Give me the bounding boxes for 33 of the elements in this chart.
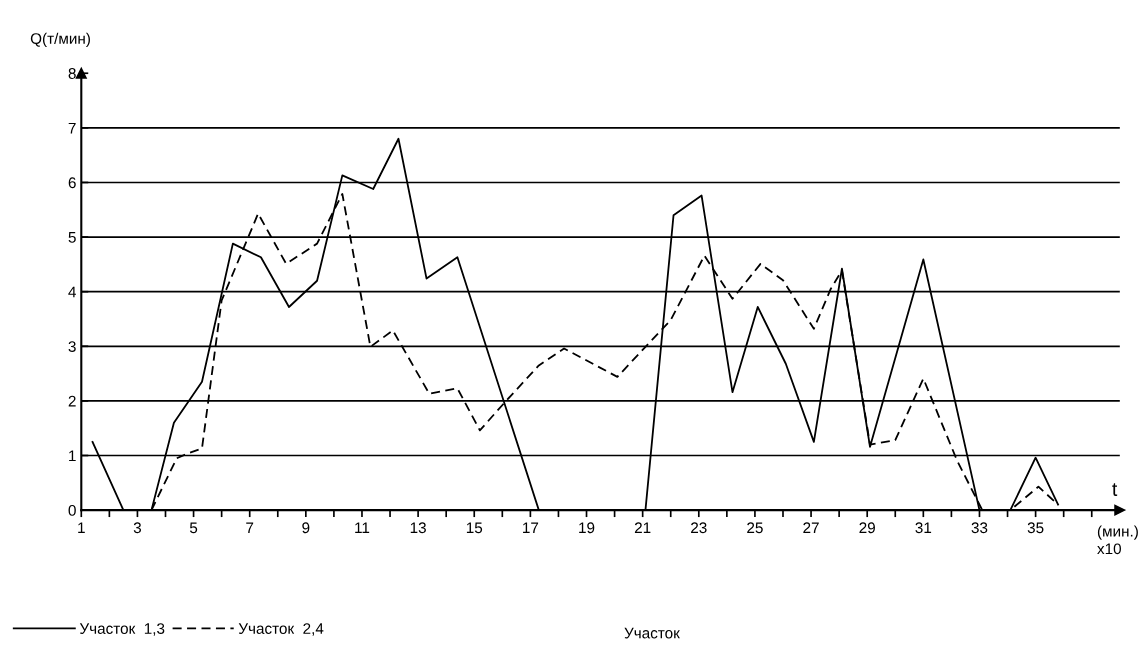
x-axis-title: t bbox=[1112, 483, 1118, 496]
x-tick-label: 7 bbox=[246, 522, 254, 533]
x-tick-label: 35 bbox=[1027, 522, 1044, 534]
x-tick-label: 1 bbox=[78, 522, 85, 533]
text: (мин.) x10 bbox=[1097, 525, 1138, 555]
y-tick-label: 6 bbox=[68, 177, 76, 189]
x-tick-label: 27 bbox=[803, 522, 819, 533]
x-tick-label: 3 bbox=[133, 522, 142, 534]
y-axis-title: Q(т/мин) bbox=[30, 32, 90, 48]
y-tick-label: 3 bbox=[68, 341, 76, 352]
legend-label: Участок 1,3 bbox=[79, 623, 165, 636]
x-tick-label: 13 bbox=[410, 522, 426, 534]
y-tick-label: 2 bbox=[68, 395, 76, 407]
x-tick-label: 17 bbox=[523, 522, 539, 533]
y-tick-label: 8 bbox=[68, 68, 76, 79]
x-tick-label: 9 bbox=[302, 522, 310, 534]
y-tick-label: 5 bbox=[68, 232, 76, 243]
x-tick-label: 25 bbox=[747, 522, 763, 534]
x-tick-label: 33 bbox=[971, 522, 988, 534]
x-tick-label: 29 bbox=[859, 522, 875, 534]
x-tick-label: 5 bbox=[189, 522, 198, 534]
x-tick-label: 19 bbox=[579, 522, 595, 534]
y-tick-label: 0 bbox=[68, 504, 76, 516]
y-tick-label: 1 bbox=[69, 450, 76, 462]
y-tick-label: 4 bbox=[68, 286, 76, 298]
legend-label: Участок 2,4 bbox=[238, 623, 324, 636]
x-tick-label: 31 bbox=[915, 522, 932, 534]
x-tick-label: 23 bbox=[691, 522, 707, 534]
text: Участок bbox=[624, 627, 680, 639]
x-tick-label: 21 bbox=[634, 522, 651, 533]
x-tick-label: 11 bbox=[355, 522, 370, 533]
y-tick-label: 7 bbox=[68, 122, 76, 134]
x-tick-label: 15 bbox=[466, 522, 483, 534]
